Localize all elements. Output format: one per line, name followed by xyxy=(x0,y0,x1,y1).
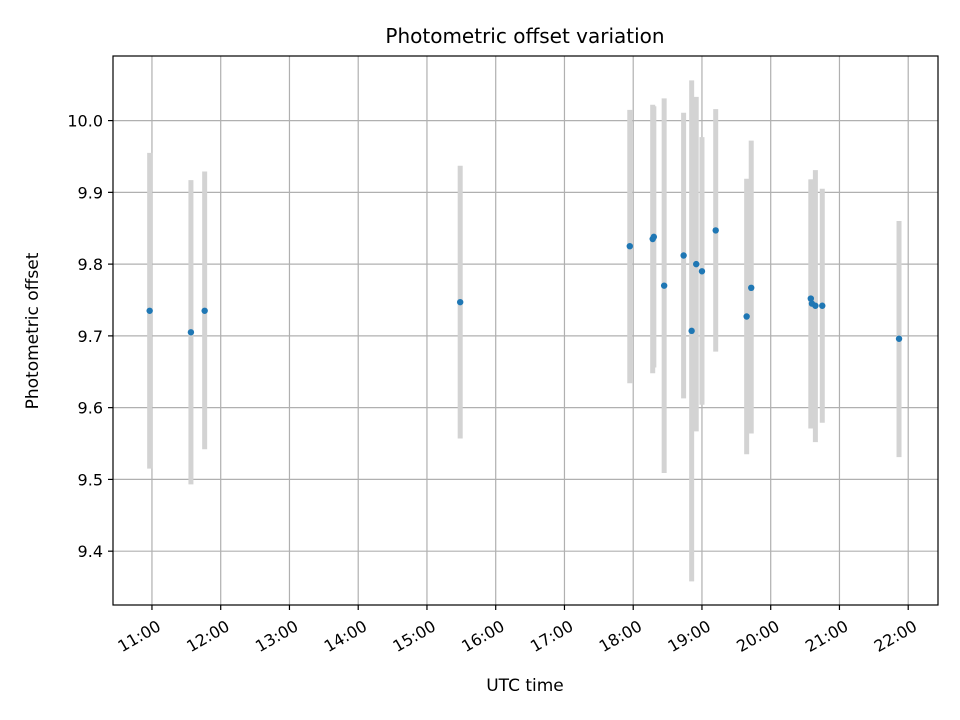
y-axis-ticks: 9.4 9.5 9.6 9.7 9.8 9.9 10.0 xyxy=(67,112,113,561)
data-point xyxy=(650,233,658,241)
data-point xyxy=(748,284,755,291)
data-point xyxy=(895,335,903,342)
data-point xyxy=(187,329,195,336)
data-point xyxy=(146,307,153,314)
y-tick-label: 9.5 xyxy=(78,470,103,489)
x-axis-title: UTC time xyxy=(486,676,564,696)
y-tick-label: 9.6 xyxy=(78,399,103,418)
data-point xyxy=(688,327,695,335)
plot-area-frame xyxy=(112,55,939,606)
y-axis-title: Photometric offset xyxy=(23,252,43,409)
y-tick-label: 9.4 xyxy=(78,542,103,561)
data-point xyxy=(819,302,826,309)
data-point xyxy=(743,313,750,320)
data-point xyxy=(660,282,668,289)
y-tick-label: 9.7 xyxy=(78,327,103,346)
data-point xyxy=(698,268,706,275)
y-tick-label: 9.9 xyxy=(78,183,103,202)
data-point xyxy=(626,242,633,250)
data-point xyxy=(456,298,464,306)
data-point xyxy=(680,252,687,259)
data-point xyxy=(812,302,819,309)
y-tick-label: 10.0 xyxy=(67,112,103,131)
data-point xyxy=(693,260,700,268)
y-tick-label: 9.8 xyxy=(78,255,103,274)
data-point xyxy=(712,227,719,234)
chart-title: Photometric offset variation xyxy=(385,24,664,48)
data-point xyxy=(807,295,815,302)
data-point xyxy=(201,307,208,314)
data-points xyxy=(146,227,903,342)
